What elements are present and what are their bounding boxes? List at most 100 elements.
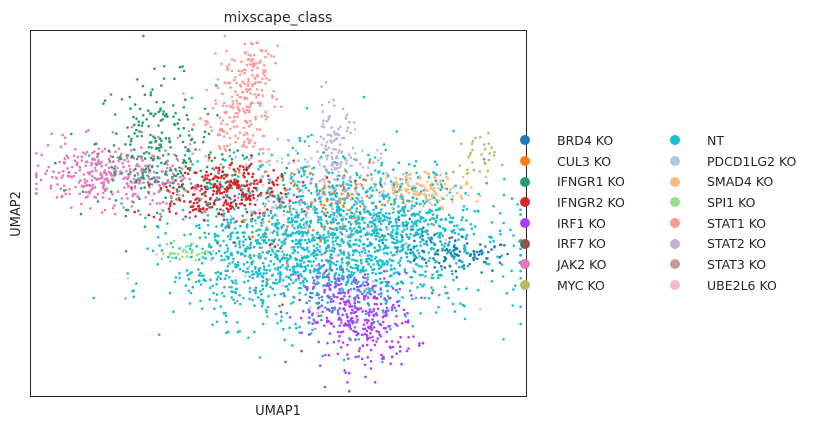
scatter-point: [186, 273, 190, 277]
scatter-point: [269, 54, 273, 58]
scatter-point: [58, 160, 61, 164]
scatter-point: [191, 285, 194, 289]
legend-label: BRD4 KO: [557, 132, 614, 148]
scatter-point: [249, 63, 252, 66]
scatter-point: [462, 264, 466, 267]
scatter-point: [271, 222, 274, 226]
scatter-point: [254, 222, 258, 225]
scatter-point: [351, 249, 355, 252]
scatter-point: [170, 200, 173, 203]
scatter-point: [273, 252, 277, 255]
scatter-point: [300, 331, 304, 335]
scatter-point: [272, 262, 276, 266]
scatter-point: [203, 130, 207, 133]
scatter-point: [171, 172, 175, 175]
scatter-point: [247, 336, 250, 340]
scatter-point: [346, 291, 350, 294]
scatter-point: [506, 252, 509, 256]
scatter-point: [300, 247, 304, 250]
scatter-point: [325, 140, 329, 144]
scatter-point: [288, 161, 291, 165]
scatter-point: [427, 259, 431, 263]
scatter-point: [232, 298, 235, 302]
scatter-point: [483, 161, 487, 165]
scatter-point: [62, 184, 66, 188]
scatter-point: [223, 101, 226, 105]
scatter-point: [332, 340, 336, 344]
scatter-point: [318, 250, 322, 254]
scatter-point: [424, 275, 427, 278]
scatter-point: [317, 306, 320, 309]
scatter-point: [256, 101, 260, 104]
scatter-point: [160, 249, 164, 252]
scatter-point: [242, 68, 245, 72]
scatter-point: [366, 356, 370, 359]
scatter-point: [93, 176, 96, 180]
scatter-point: [392, 187, 395, 190]
scatter-point: [269, 209, 273, 213]
scatter-point: [114, 212, 117, 216]
scatter-point: [347, 251, 350, 255]
scatter-point: [320, 85, 323, 88]
scatter-point: [492, 240, 496, 243]
scatter-point: [93, 195, 96, 199]
scatter-point: [366, 225, 370, 228]
scatter-point: [154, 112, 157, 116]
scatter-point: [224, 193, 228, 197]
scatter-point: [347, 236, 350, 239]
scatter-point: [394, 322, 397, 326]
scatter-point: [359, 212, 362, 216]
scatter-point: [260, 89, 264, 92]
legend-label: CUL3 KO: [557, 153, 612, 169]
scatter-point: [503, 177, 506, 181]
scatter-point: [431, 217, 434, 220]
scatter-point: [339, 125, 342, 128]
scatter-point: [330, 151, 334, 155]
scatter-point: [104, 189, 107, 192]
scatter-point: [362, 281, 365, 284]
legend-label: STAT1 KO: [707, 215, 767, 231]
scatter-point: [202, 140, 205, 144]
scatter-point: [162, 184, 166, 187]
scatter-point: [435, 270, 439, 274]
scatter-point: [245, 184, 249, 187]
scatter-point: [215, 252, 218, 255]
scatter-point: [469, 253, 473, 256]
scatter-point: [231, 102, 235, 106]
scatter-point: [70, 176, 74, 179]
scatter-point: [260, 221, 263, 225]
scatter-point: [332, 325, 336, 328]
scatter-point: [198, 236, 202, 240]
scatter-point: [415, 212, 418, 216]
scatter-point: [379, 179, 382, 183]
scatter-point: [355, 314, 359, 318]
scatter-point: [178, 247, 181, 250]
scatter-point: [342, 270, 345, 274]
scatter-point: [454, 184, 458, 188]
scatter-point: [296, 245, 300, 249]
scatter-point: [189, 232, 192, 236]
scatter-point: [212, 189, 216, 193]
scatter-point: [398, 350, 402, 353]
scatter-point: [251, 58, 255, 61]
scatter-point: [63, 161, 67, 164]
scatter-point: [397, 161, 401, 164]
scatter-point: [169, 241, 173, 245]
scatter-point: [344, 224, 347, 228]
scatter-point: [234, 244, 237, 248]
scatter-point: [369, 367, 373, 370]
scatter-point: [222, 195, 225, 199]
scatter-point: [311, 173, 315, 176]
scatter-point: [417, 191, 421, 195]
scatter-point: [224, 274, 228, 277]
scatter-point: [519, 269, 522, 273]
scatter-point: [441, 179, 445, 183]
scatter-point: [229, 197, 232, 201]
scatter-point: [226, 81, 230, 85]
scatter-point: [80, 184, 84, 188]
scatter-point: [347, 220, 351, 224]
scatter-point: [249, 104, 252, 107]
scatter-point: [321, 178, 325, 181]
scatter-point: [411, 196, 414, 199]
scatter-point: [293, 173, 296, 176]
